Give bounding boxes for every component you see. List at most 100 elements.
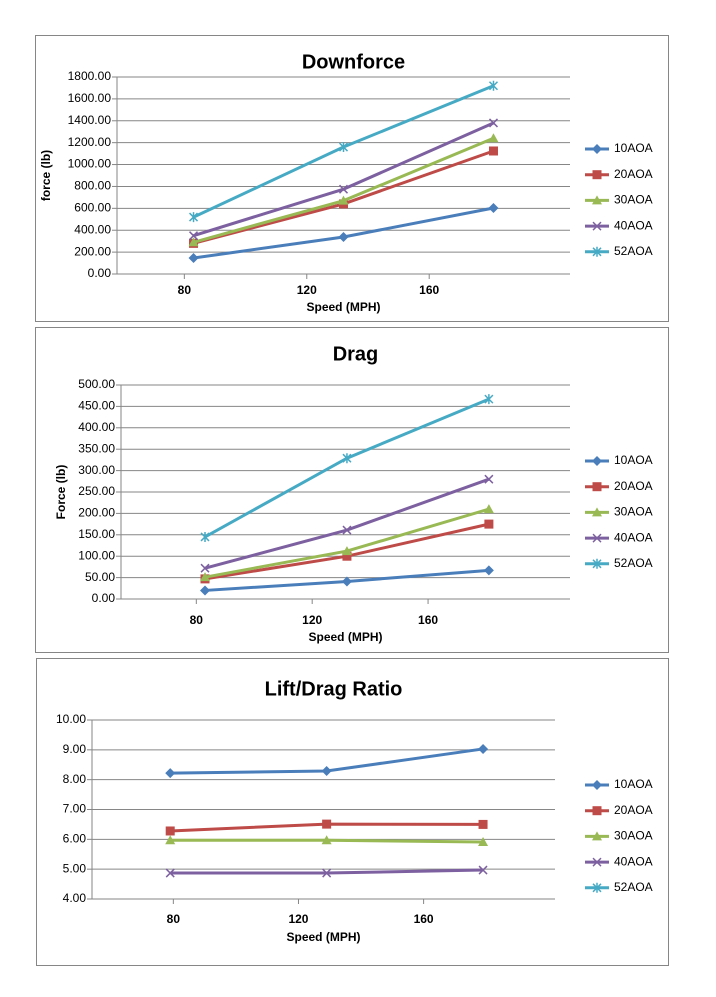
marker bbox=[484, 519, 494, 529]
x-axis-title: Speed (MPH) bbox=[306, 300, 380, 314]
marker bbox=[484, 474, 494, 484]
marker bbox=[188, 231, 199, 241]
marker bbox=[200, 572, 211, 582]
x-tick-label: 120 bbox=[297, 283, 317, 297]
marker bbox=[165, 868, 175, 878]
y-tick-label: 350.00 bbox=[78, 441, 115, 455]
chart-title: Drag bbox=[333, 343, 379, 365]
legend-label: 20AOA bbox=[614, 803, 653, 817]
marker bbox=[483, 504, 494, 514]
marker bbox=[478, 743, 489, 754]
y-tick-label: 5.00 bbox=[63, 861, 87, 875]
marker bbox=[338, 232, 349, 243]
marker bbox=[592, 533, 602, 543]
y-tick-label: 300.00 bbox=[78, 463, 115, 477]
marker bbox=[592, 144, 602, 154]
marker bbox=[592, 558, 602, 569]
y-tick-label: 9.00 bbox=[63, 742, 87, 756]
y-tick-label: 100.00 bbox=[78, 548, 115, 562]
x-tick-label: 80 bbox=[178, 283, 192, 297]
legend-label: 20AOA bbox=[614, 479, 653, 493]
y-tick-label: 1600.00 bbox=[68, 91, 112, 105]
marker bbox=[338, 195, 349, 205]
marker bbox=[592, 806, 602, 816]
legend-label: 20AOA bbox=[614, 167, 653, 181]
marker bbox=[478, 819, 488, 829]
marker bbox=[188, 237, 199, 247]
marker bbox=[488, 146, 498, 156]
chart-frame bbox=[35, 35, 669, 322]
x-tick-label: 80 bbox=[190, 613, 204, 627]
marker bbox=[488, 133, 499, 143]
legend-label: 30AOA bbox=[614, 829, 653, 843]
marker bbox=[592, 780, 602, 790]
marker bbox=[592, 831, 602, 841]
x-tick-label: 120 bbox=[302, 613, 322, 627]
marker bbox=[483, 565, 494, 576]
y-tick-label: 600.00 bbox=[74, 201, 111, 215]
marker bbox=[322, 868, 332, 878]
y-tick-label: 6.00 bbox=[63, 832, 87, 846]
y-tick-label: 400.00 bbox=[78, 420, 115, 434]
y-tick-label: 7.00 bbox=[63, 802, 87, 816]
marker bbox=[592, 857, 602, 867]
y-tick-label: 4.00 bbox=[63, 891, 87, 905]
marker bbox=[342, 525, 352, 535]
y-tick-label: 500.00 bbox=[78, 377, 115, 391]
marker bbox=[200, 531, 210, 542]
marker bbox=[488, 118, 499, 128]
x-tick-label: 160 bbox=[418, 613, 438, 627]
marker bbox=[165, 826, 175, 836]
marker bbox=[321, 766, 332, 777]
y-tick-label: 1200.00 bbox=[68, 135, 112, 149]
marker bbox=[165, 768, 176, 779]
marker bbox=[341, 576, 352, 587]
marker bbox=[478, 865, 488, 875]
marker bbox=[200, 563, 210, 573]
legend-label: 52AOA bbox=[614, 244, 653, 258]
legend-label: 40AOA bbox=[614, 854, 653, 868]
x-tick-label: 160 bbox=[419, 283, 439, 297]
marker bbox=[592, 246, 602, 257]
x-tick-label: 80 bbox=[167, 912, 181, 926]
y-tick-label: 800.00 bbox=[74, 179, 111, 193]
marker bbox=[488, 80, 499, 91]
marker bbox=[592, 507, 602, 517]
y-tick-label: 8.00 bbox=[63, 772, 87, 786]
marker bbox=[338, 142, 349, 153]
legend-label: 10AOA bbox=[614, 777, 653, 791]
y-tick-label: 1000.00 bbox=[68, 157, 112, 171]
marker bbox=[188, 253, 199, 264]
x-tick-label: 120 bbox=[288, 912, 308, 926]
y-tick-label: 1800.00 bbox=[68, 69, 112, 83]
marker bbox=[478, 837, 489, 847]
marker bbox=[321, 835, 332, 845]
legend-label: 40AOA bbox=[614, 218, 653, 232]
legend-label: 52AOA bbox=[614, 556, 653, 570]
y-tick-label: 250.00 bbox=[78, 484, 115, 498]
legend-label: 10AOA bbox=[614, 141, 653, 155]
marker bbox=[322, 819, 332, 829]
x-axis-title: Speed (MPH) bbox=[308, 630, 382, 644]
y-axis-title: force (lb) bbox=[39, 150, 53, 201]
x-axis-title: Speed (MPH) bbox=[286, 930, 360, 944]
y-tick-label: 1400.00 bbox=[68, 113, 112, 127]
marker bbox=[342, 453, 352, 464]
marker bbox=[592, 195, 602, 205]
legend-label: 30AOA bbox=[614, 193, 653, 207]
legend-label: 10AOA bbox=[614, 453, 653, 467]
marker bbox=[338, 184, 349, 194]
marker bbox=[342, 551, 352, 561]
marker bbox=[592, 221, 602, 231]
legend-label: 52AOA bbox=[614, 880, 653, 894]
marker bbox=[165, 835, 176, 845]
marker bbox=[341, 546, 352, 556]
y-tick-label: 10.00 bbox=[56, 712, 86, 726]
chart-frame bbox=[36, 658, 669, 966]
y-tick-label: 0.00 bbox=[92, 591, 116, 605]
chart-title: Downforce bbox=[302, 51, 405, 73]
chart-frame bbox=[35, 327, 669, 653]
marker bbox=[484, 394, 494, 405]
legend-label: 40AOA bbox=[614, 530, 653, 544]
marker bbox=[200, 585, 211, 596]
